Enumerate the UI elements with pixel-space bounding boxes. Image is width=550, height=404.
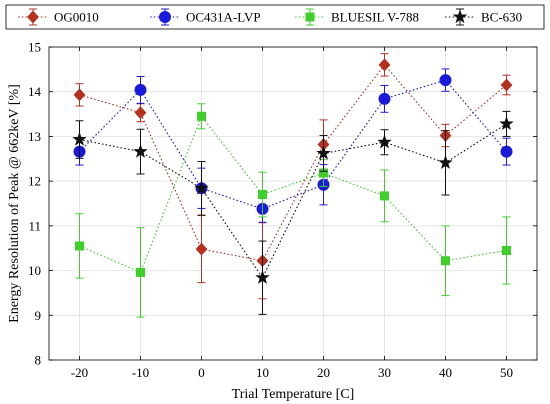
data-point (319, 168, 328, 178)
legend-marker (452, 9, 468, 24)
legend-item: OC431A-LVP (150, 8, 261, 26)
plot-frame (48, 46, 538, 361)
legend-label: OG0010 (54, 10, 99, 25)
data-point (195, 242, 208, 256)
data-point (72, 131, 87, 146)
y-tick-label: 14 (28, 84, 42, 99)
data-point (500, 145, 513, 158)
data-point (75, 241, 84, 251)
x-tick-label: 10 (256, 365, 269, 380)
legend-item: OG0010 (18, 8, 99, 26)
series-bluesil-v-788 (75, 103, 511, 318)
data-point (438, 155, 453, 170)
y-tick-label: 11 (28, 218, 41, 233)
y-tick-label: 10 (28, 263, 41, 278)
data-point (73, 88, 86, 102)
x-tick-label: 30 (378, 365, 391, 380)
legend-box (5, 4, 545, 30)
axis-ticks: -20 -10 0 10 20 30 40 50 8 9 10 11 12 13 14 15 (28, 40, 537, 380)
x-tick-label: -20 (71, 365, 88, 380)
data-point (499, 116, 514, 131)
data-point (136, 267, 145, 277)
x-tick-label: -10 (132, 365, 149, 380)
data-point (441, 256, 450, 266)
series-layer (72, 53, 514, 318)
data-point (378, 58, 391, 72)
data-point (439, 74, 452, 87)
legend-marker (27, 10, 39, 24)
legend-marker (305, 12, 315, 22)
data-point (378, 92, 391, 105)
data-point (500, 78, 513, 92)
data-point (377, 134, 392, 149)
x-tick-label: 50 (500, 365, 513, 380)
data-point (258, 190, 267, 200)
data-point (380, 191, 389, 201)
data-point (255, 269, 270, 285)
series-line (79, 115, 507, 274)
data-point (194, 180, 209, 195)
data-point (134, 83, 147, 96)
legend-marker (159, 11, 171, 23)
y-axis-title: Energy Resolution of Peak @ 662keV [%] (7, 84, 22, 323)
data-point (197, 111, 206, 121)
x-axis-title: Trial Temperature [C] (232, 387, 355, 402)
legend: OG0010 OC431A-LVP BLUESIL V-788 BC-630 (5, 4, 545, 30)
data-point (133, 143, 148, 158)
x-tick-label: 0 (198, 365, 205, 380)
series-bc-630 (72, 110, 514, 315)
x-tick-label: 20 (317, 365, 330, 380)
series-line (79, 64, 507, 262)
y-tick-label: 12 (28, 174, 41, 189)
y-tick-label: 9 (35, 308, 42, 323)
data-point (502, 245, 511, 255)
legend-item: BC-630 (445, 8, 522, 26)
data-point (316, 145, 331, 160)
y-tick-label: 8 (35, 353, 42, 368)
legend-label: BLUESIL V-788 (331, 10, 419, 25)
y-tick-label: 13 (28, 129, 41, 144)
legend-item: BLUESIL V-788 (295, 8, 419, 26)
data-point (134, 106, 147, 120)
legend-label: OC431A-LVP (186, 10, 261, 25)
legend-label: BC-630 (481, 10, 522, 25)
x-tick-label: 40 (439, 365, 452, 380)
y-tick-label: 15 (28, 40, 41, 55)
series-line (79, 79, 507, 210)
